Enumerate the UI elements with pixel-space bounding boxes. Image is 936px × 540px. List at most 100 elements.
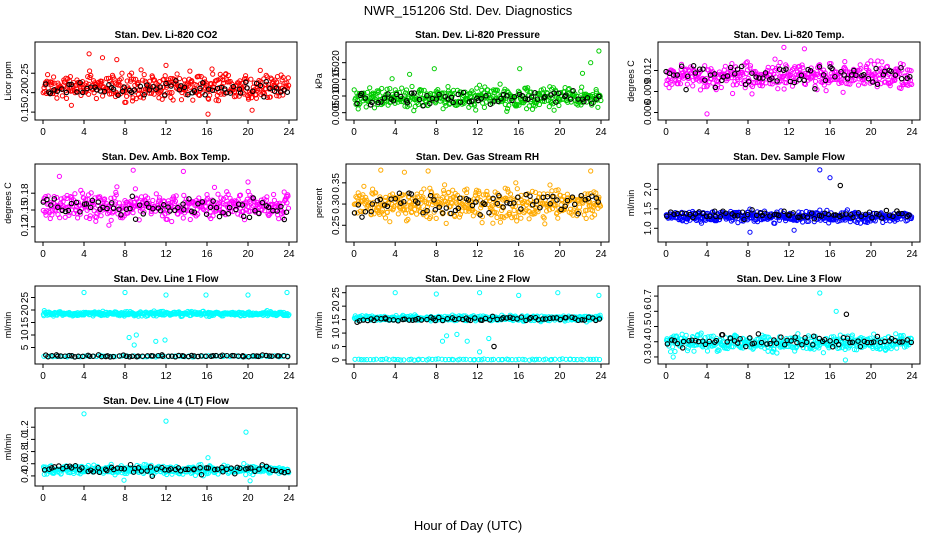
hourly-point — [230, 83, 237, 90]
data-point — [831, 334, 837, 340]
data-point — [491, 210, 498, 216]
y-axis-label: ml/min — [626, 190, 636, 217]
hourly-point — [123, 353, 130, 360]
data-point — [90, 200, 96, 206]
hourly-point — [43, 81, 49, 87]
data-point — [196, 73, 202, 79]
y-axis-label: ml/min — [626, 312, 636, 339]
data-point — [418, 87, 425, 93]
hourly-point — [110, 86, 117, 92]
hourly-point — [267, 85, 273, 92]
data-point — [281, 209, 287, 216]
hourly-point — [868, 339, 875, 346]
hourly-point — [906, 212, 912, 218]
x-tick-label: 12 — [160, 249, 172, 260]
hourly-point — [392, 196, 399, 202]
data-point — [765, 348, 771, 354]
hourly-point — [550, 315, 556, 321]
data-point — [62, 214, 68, 220]
data-point — [590, 207, 596, 214]
points-line1 — [40, 289, 292, 360]
x-tick-label: 8 — [434, 371, 440, 382]
data-point — [178, 97, 185, 103]
data-point — [286, 82, 292, 89]
data-point — [805, 335, 811, 341]
hourly-point — [781, 208, 787, 215]
data-point — [51, 194, 57, 200]
hourly-point — [87, 204, 94, 211]
outlier-point — [817, 167, 823, 173]
hourly-point — [489, 313, 496, 320]
x-tick-label: 8 — [122, 249, 128, 260]
data-point — [262, 208, 268, 214]
data-point — [481, 104, 487, 111]
outlier-point — [163, 62, 169, 69]
hourly-point — [157, 207, 164, 214]
data-point — [187, 84, 193, 90]
data-point — [100, 93, 106, 99]
x-tick-label: 12 — [160, 127, 172, 138]
hourly-point — [534, 96, 541, 102]
data-point — [775, 86, 781, 92]
data-point — [271, 191, 277, 198]
points-temp — [663, 44, 915, 117]
hourly-point — [706, 338, 713, 345]
data-point — [215, 77, 221, 83]
hourly-point — [390, 98, 397, 104]
hourly-point — [195, 201, 201, 207]
hourly-point — [699, 338, 706, 344]
hourly-point — [596, 316, 603, 322]
data-point — [209, 197, 215, 203]
hourly-point — [739, 209, 746, 215]
data-point — [460, 356, 466, 362]
data-point — [894, 345, 900, 351]
data-point — [730, 344, 736, 350]
data-point — [702, 335, 708, 341]
hourly-point — [123, 206, 130, 212]
data-point — [386, 357, 392, 363]
hourly-point — [398, 93, 404, 100]
hourly-point — [250, 353, 256, 359]
hourly-point — [702, 77, 708, 83]
hourly-point — [157, 84, 163, 90]
data-point — [399, 85, 405, 91]
outlier-point — [791, 227, 797, 233]
hourly-point — [401, 199, 407, 205]
data-point — [124, 93, 130, 99]
data-point — [526, 216, 532, 222]
hourly-point — [526, 316, 533, 322]
y-tick-label: 0.25 — [331, 215, 342, 235]
hourly-point — [469, 98, 475, 105]
hourly-point — [398, 200, 404, 206]
data-point — [382, 215, 389, 221]
data-point — [726, 214, 732, 220]
outlier-point — [454, 331, 460, 337]
data-point — [358, 357, 364, 363]
data-point — [429, 356, 435, 362]
x-tick-label: 16 — [513, 249, 525, 260]
data-point — [817, 62, 823, 68]
panel-boxtemp: Stan. Dev. Amb. Box Temp.0 4 8 12 16 20 240.12… — [3, 152, 298, 260]
data-point — [142, 89, 148, 96]
data-point — [506, 357, 512, 363]
data-point — [357, 100, 363, 107]
y-tick-label: 0.30 — [331, 194, 342, 214]
data-point — [561, 206, 568, 213]
hourly-point — [116, 206, 122, 213]
hourly-point — [811, 215, 818, 222]
hourly-point — [136, 202, 143, 208]
hourly-point — [66, 352, 73, 359]
hourly-point — [83, 201, 90, 207]
data-point — [556, 102, 562, 109]
data-point — [441, 187, 447, 194]
hourly-point — [767, 213, 773, 219]
y-tick-label: 0.25 — [20, 63, 31, 83]
data-point — [725, 75, 731, 82]
hourly-point — [838, 68, 844, 75]
data-point — [68, 194, 74, 200]
hourly-point — [55, 204, 61, 211]
data-point — [542, 221, 548, 227]
y-axis-label: ml/min — [3, 434, 13, 461]
